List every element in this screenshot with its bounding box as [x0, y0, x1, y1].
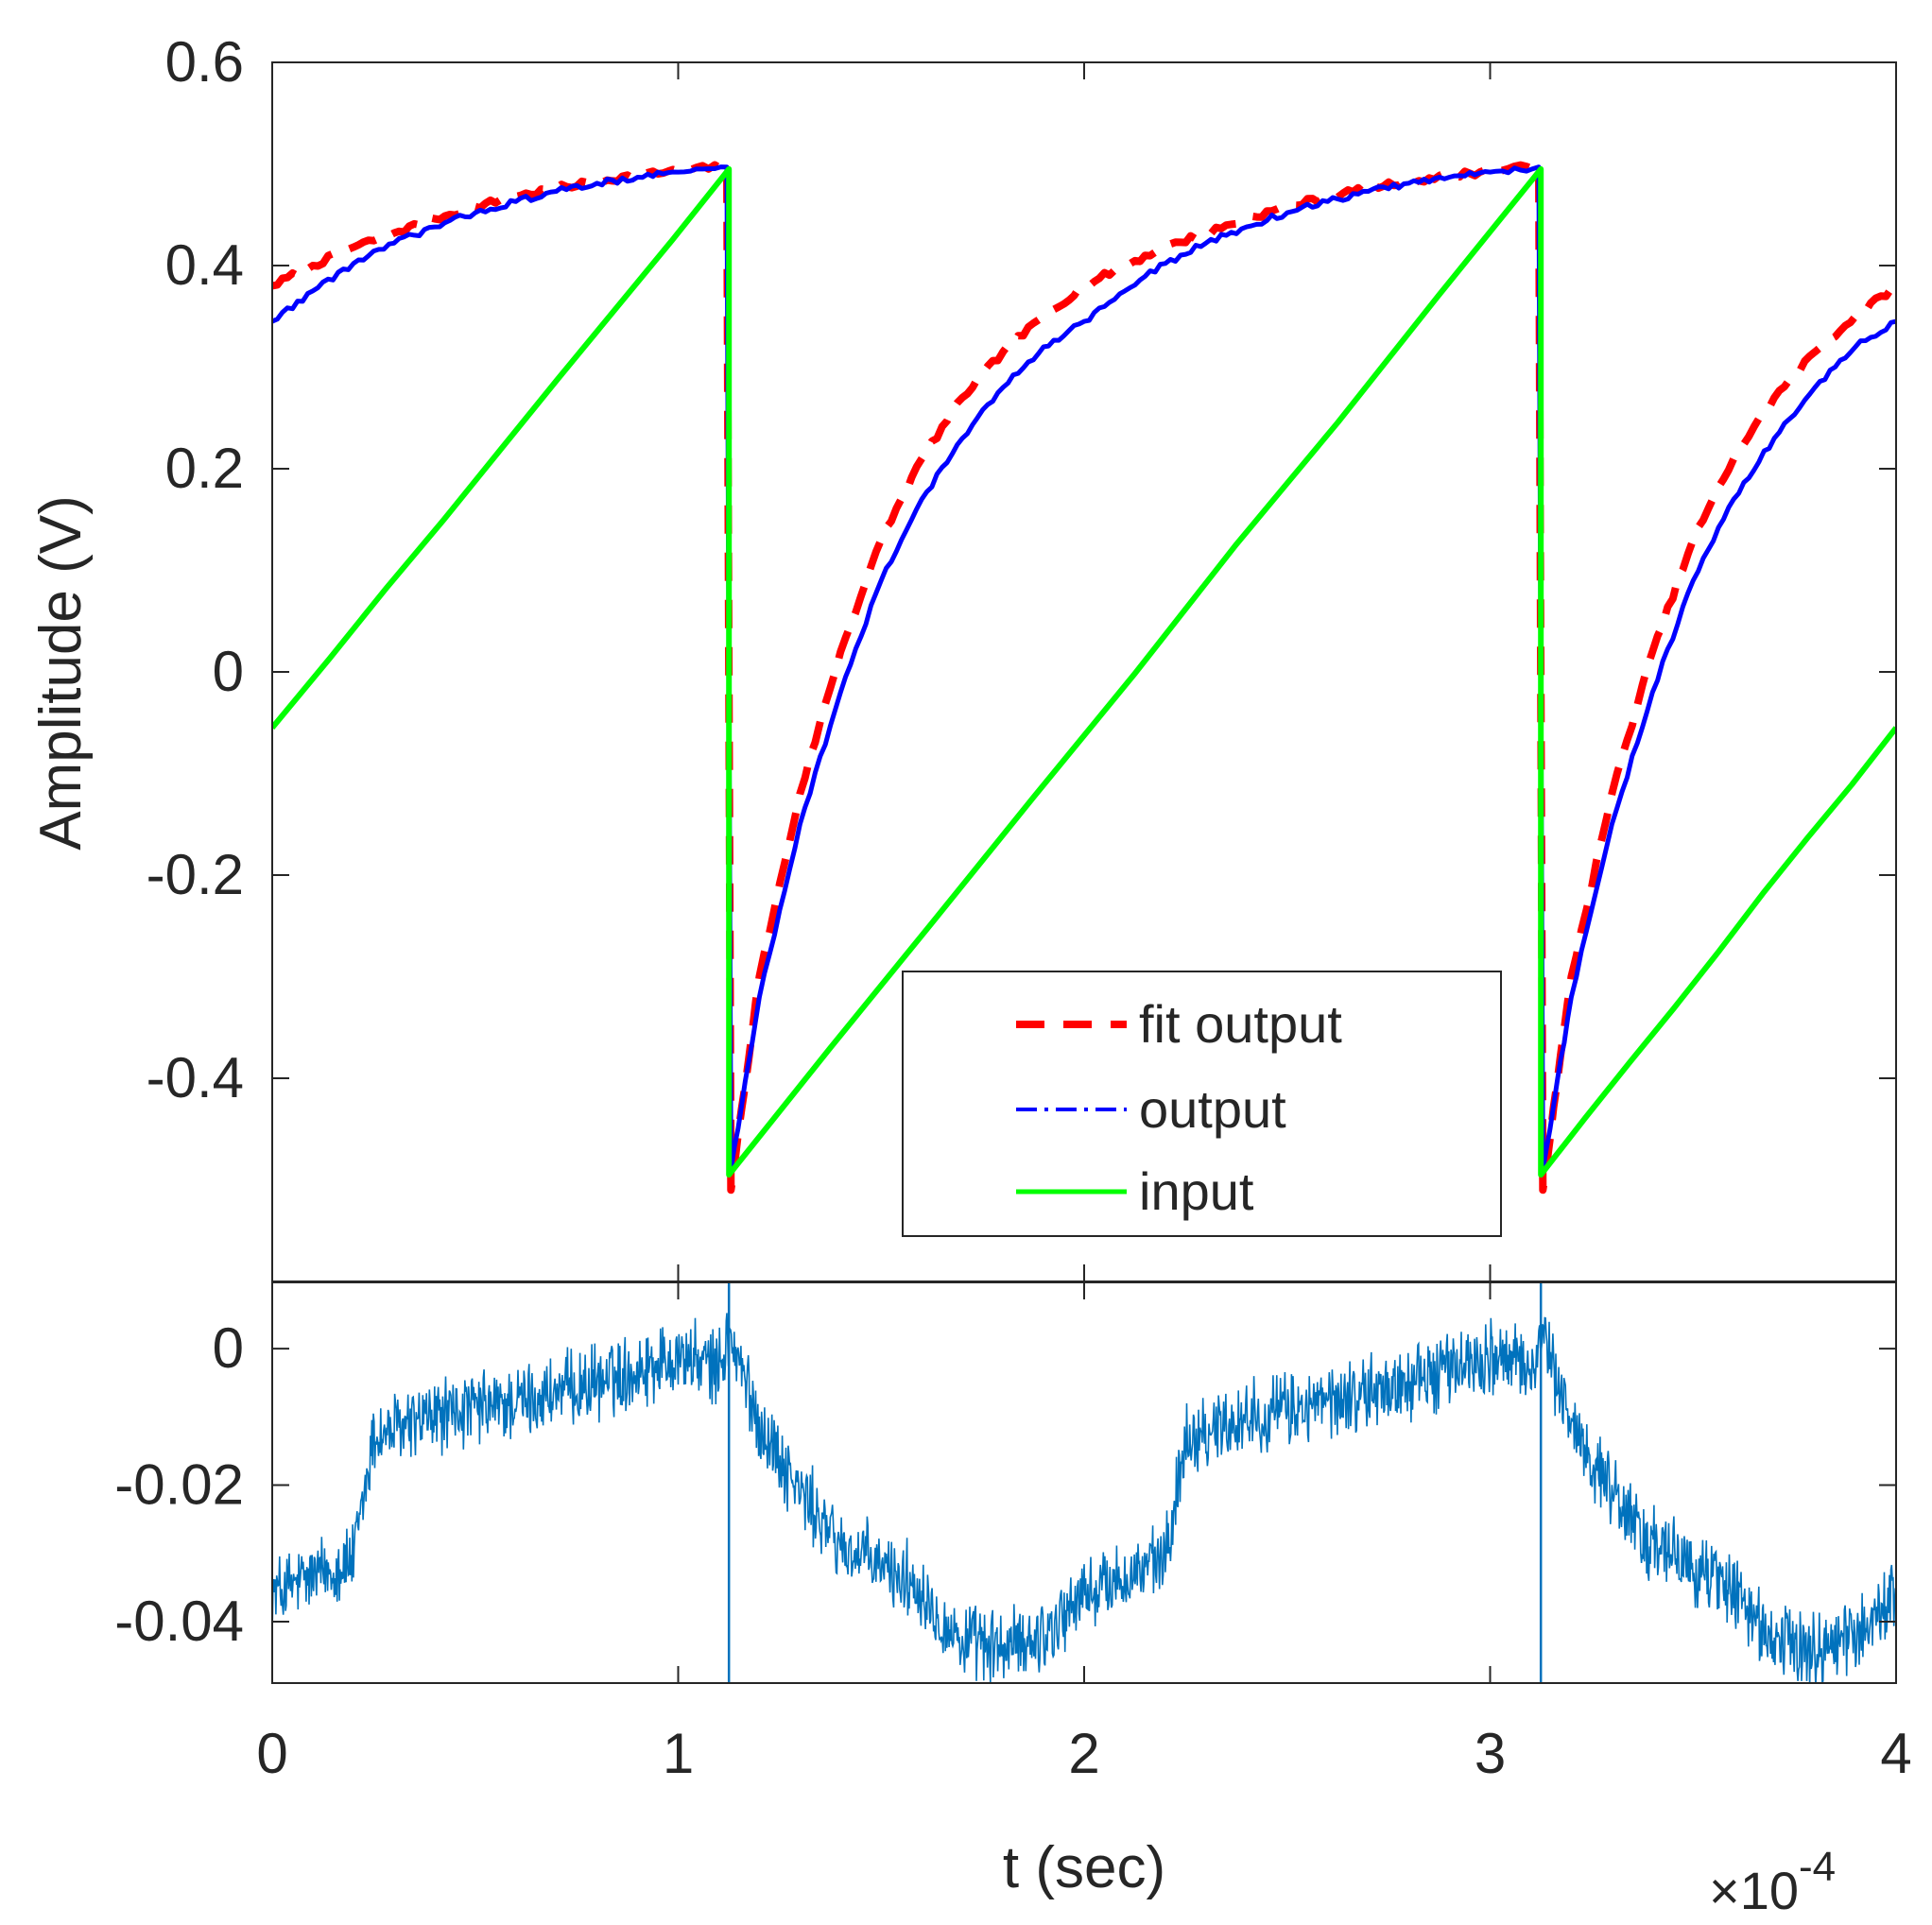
bottom-xtick-label: 2 — [1068, 1722, 1099, 1785]
top-ytick-label: -0.2 — [147, 843, 244, 906]
top-series-input — [272, 165, 1896, 1178]
top-ticks-group: -0.4 -0.2 0 0.2 0.4 0.6 — [147, 30, 1897, 1281]
bottom-axes-box — [271, 1281, 1897, 1684]
top-ytick-label: 0.6 — [165, 30, 244, 94]
legend-label-input: input — [1139, 1161, 1254, 1221]
top-axes: -0.4 -0.2 0 0.2 0.4 0.6 Amplitude (V) fit out… — [28, 30, 1897, 1282]
top-ytick-label: 0.2 — [165, 437, 244, 500]
top-ytick-label: -0.4 — [147, 1046, 244, 1109]
legend-label-output: output — [1139, 1079, 1286, 1139]
legend: fit output output input — [902, 971, 1502, 1237]
legend-box — [902, 971, 1502, 1237]
bottom-axes: -0.04 -0.02 0 0 1 2 3 4 t (sec) ×10-4 — [114, 1281, 1912, 1920]
top-series-group — [272, 161, 1896, 1195]
bottom-series-group — [272, 1282, 1896, 1683]
top-ylabel: Amplitude (V) — [28, 495, 94, 851]
bottom-xtick-label: 3 — [1475, 1722, 1506, 1785]
bottom-xlabel: t (sec) — [1003, 1835, 1165, 1900]
bottom-ytick-label: -0.04 — [114, 1590, 244, 1653]
bottom-plot-area — [272, 1282, 1896, 1683]
bottom-xtick-label: 0 — [256, 1722, 287, 1785]
x-exponent-multiplier: ×10-4 — [1709, 1844, 1836, 1920]
top-ytick-label: 0.4 — [165, 233, 244, 297]
top-series-output — [272, 164, 1896, 1173]
bottom-xtick-label: 1 — [663, 1722, 694, 1785]
bottom-series-residual — [272, 1313, 1896, 1683]
bottom-ytick-label: -0.02 — [114, 1453, 244, 1517]
bottom-xtick-label: 4 — [1880, 1722, 1911, 1785]
bottom-ytick-label: 0 — [213, 1316, 244, 1380]
legend-label-fit-output: fit output — [1139, 994, 1342, 1054]
bottom-ticks-group: -0.04 -0.02 0 0 1 2 3 4 — [114, 1282, 1912, 1785]
top-ytick-label: 0 — [213, 640, 244, 703]
